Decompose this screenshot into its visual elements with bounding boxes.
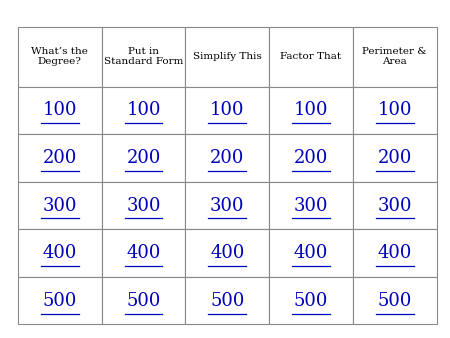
Bar	[18, 87, 102, 134]
Text: What’s the
Degree?: What’s the Degree?	[32, 47, 88, 67]
Bar	[185, 27, 269, 87]
Text: 400: 400	[210, 244, 244, 262]
Text: 200: 200	[126, 149, 161, 167]
Text: Factor That: Factor That	[280, 52, 342, 61]
Bar	[102, 277, 185, 324]
Bar	[102, 229, 185, 277]
Text: 200: 200	[378, 149, 412, 167]
Bar	[185, 134, 269, 182]
Text: 400: 400	[294, 244, 328, 262]
Bar	[269, 87, 353, 134]
Text: 300: 300	[210, 196, 244, 215]
Bar	[185, 229, 269, 277]
Bar	[353, 229, 436, 277]
Text: 300: 300	[43, 196, 77, 215]
Text: 100: 100	[126, 101, 161, 119]
Text: 500: 500	[294, 292, 328, 310]
Bar	[185, 182, 269, 229]
Bar	[269, 277, 353, 324]
Bar	[353, 182, 436, 229]
Bar	[269, 182, 353, 229]
Text: 500: 500	[378, 292, 412, 310]
Text: 100: 100	[210, 101, 244, 119]
Bar	[18, 27, 102, 87]
Bar	[269, 27, 353, 87]
Bar	[185, 87, 269, 134]
Bar	[18, 182, 102, 229]
Text: 400: 400	[378, 244, 412, 262]
Bar	[353, 27, 436, 87]
Text: Put in
Standard Form: Put in Standard Form	[104, 47, 183, 67]
Bar	[102, 182, 185, 229]
Bar	[18, 134, 102, 182]
Text: 300: 300	[378, 196, 412, 215]
Text: 100: 100	[43, 101, 77, 119]
Text: 200: 200	[210, 149, 244, 167]
Bar	[269, 134, 353, 182]
Text: 400: 400	[43, 244, 77, 262]
Text: 100: 100	[378, 101, 412, 119]
Bar	[18, 229, 102, 277]
Text: 100: 100	[294, 101, 328, 119]
Bar	[102, 134, 185, 182]
Text: Perimeter &
Area: Perimeter & Area	[362, 47, 427, 67]
Bar	[353, 134, 436, 182]
Bar	[269, 229, 353, 277]
Bar	[353, 277, 436, 324]
Bar	[185, 277, 269, 324]
Text: 400: 400	[126, 244, 161, 262]
Bar	[102, 27, 185, 87]
Text: 300: 300	[294, 196, 328, 215]
Bar	[18, 277, 102, 324]
Text: Simplify This: Simplify This	[193, 52, 261, 61]
Bar	[353, 87, 436, 134]
Text: 300: 300	[126, 196, 161, 215]
Bar	[102, 87, 185, 134]
Text: 200: 200	[43, 149, 77, 167]
Text: 200: 200	[294, 149, 328, 167]
Text: 500: 500	[126, 292, 161, 310]
Text: 500: 500	[210, 292, 244, 310]
Text: 500: 500	[43, 292, 77, 310]
